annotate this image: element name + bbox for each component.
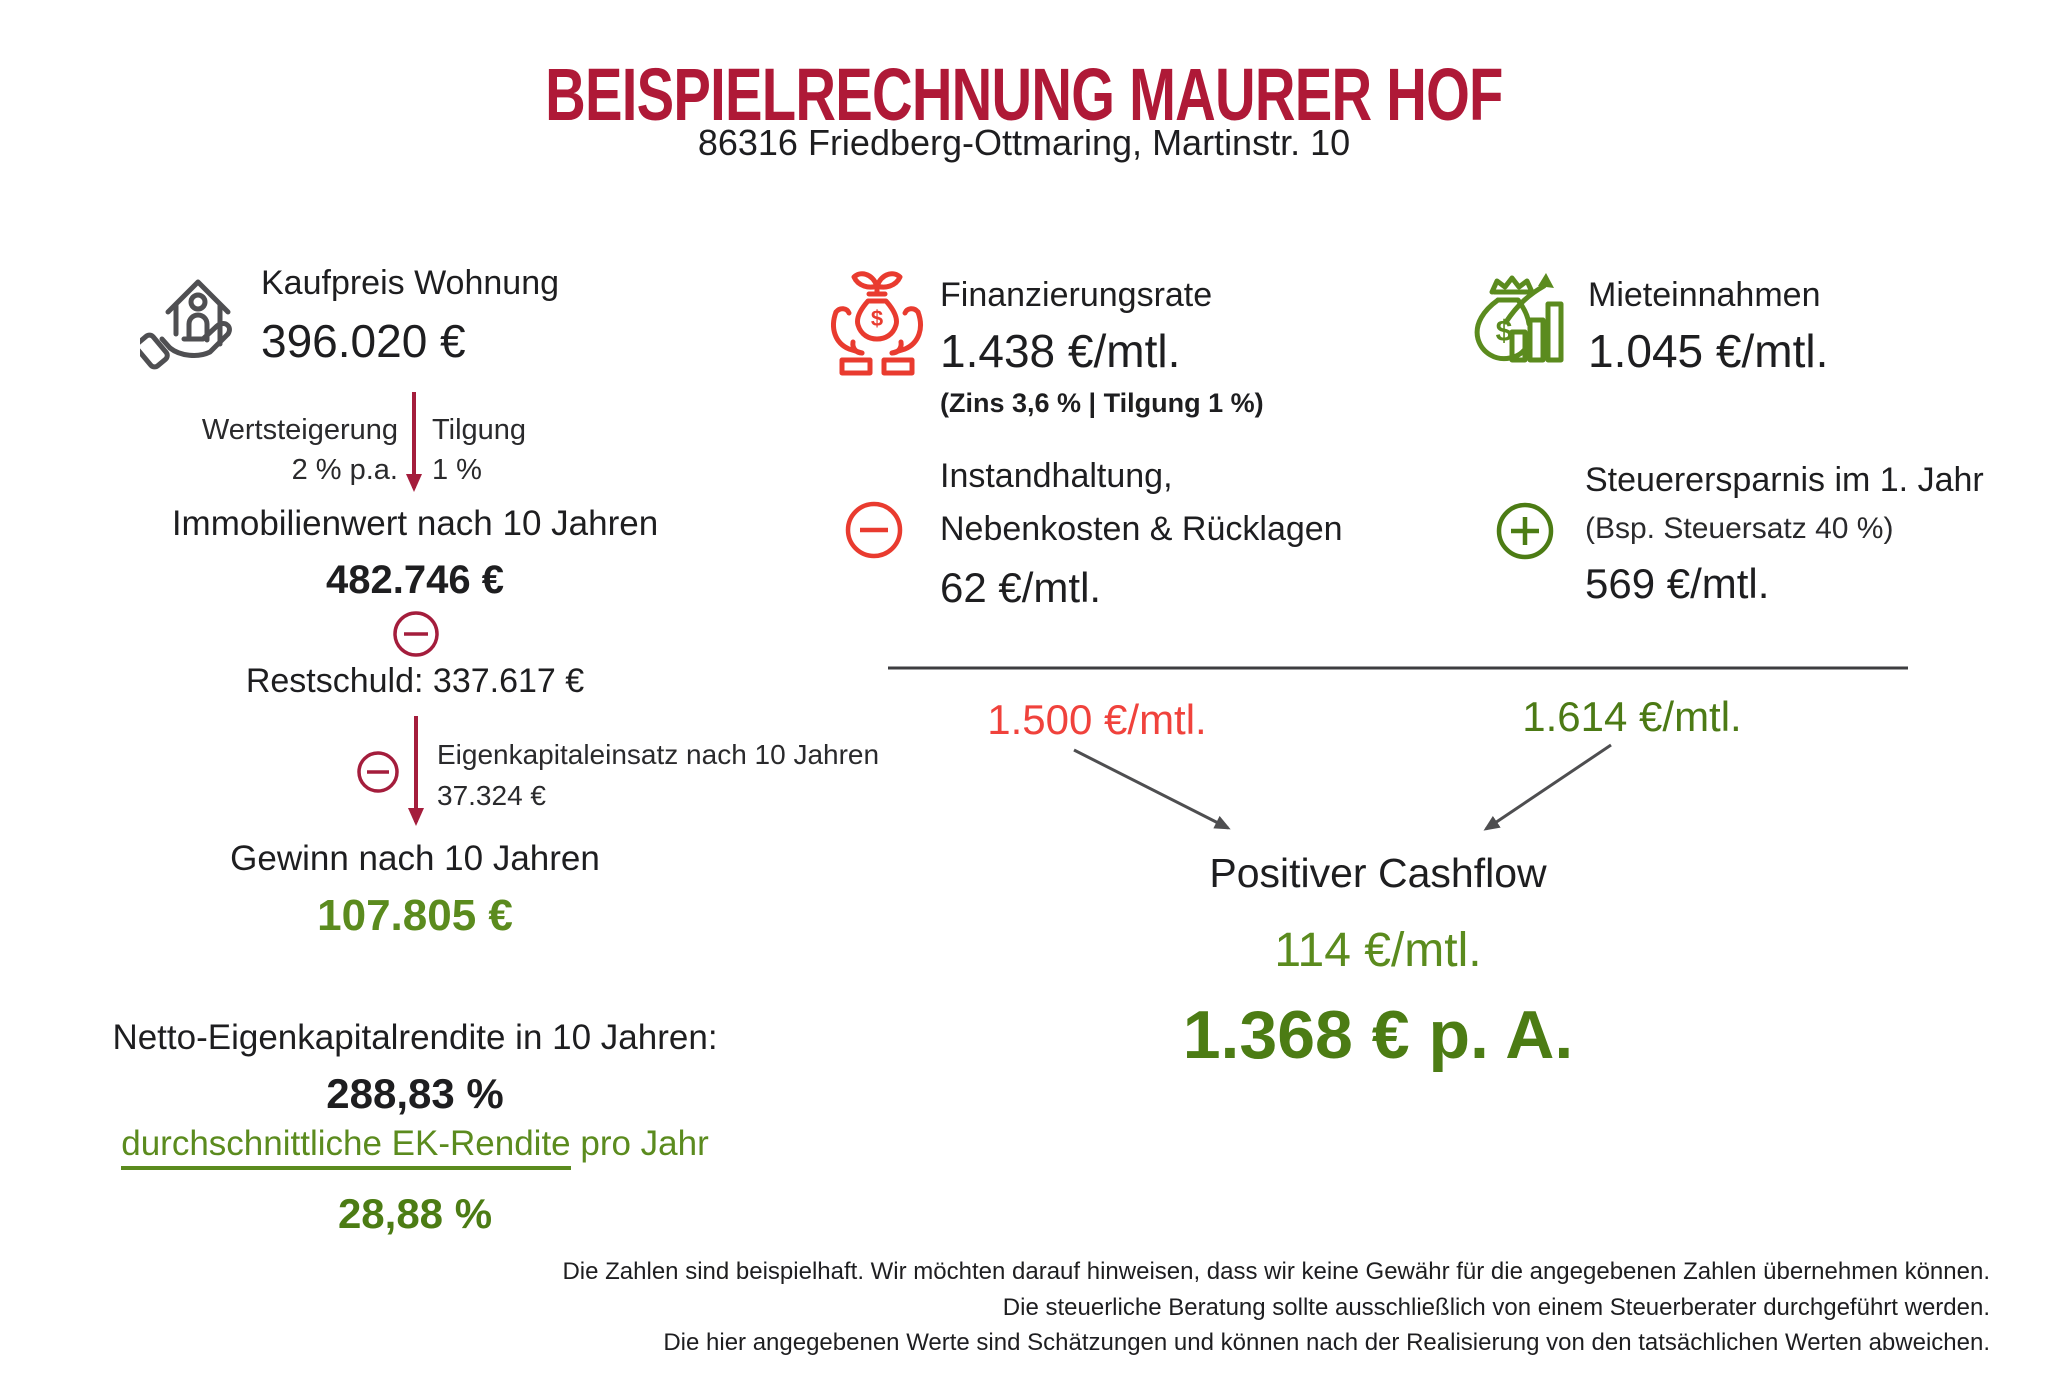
dollar-glyph: $: [1496, 315, 1513, 348]
cashflow-label: Positiver Cashflow: [1209, 850, 1547, 896]
appreciation-branch: Wertsteigerung 2 % p.a.: [202, 410, 398, 490]
avg-equity-return-underlined: durchschnittliche EK-Rendite: [121, 1124, 571, 1170]
maintenance-value: 62 €/mtl.: [940, 564, 1102, 611]
equity-block: Eigenkapitaleinsatz nach 10 Jahren 37.32…: [437, 734, 879, 816]
total-income-value: 1.614 €/mtl.: [1522, 693, 1742, 740]
purchase-price-label: Kaufpreis Wohnung: [261, 264, 560, 302]
page-subtitle: 86316 Friedberg-Ottmaring, Martinstr. 10: [697, 122, 1351, 163]
arrow-income-to-cashflow-icon: [1483, 743, 1612, 831]
tax-savings-label: Steuerersparnis im 1. Jahr: [1585, 461, 1984, 499]
disclaimer: Die Zahlen sind beispielhaft. Wir möchte…: [562, 1254, 1990, 1361]
disclaimer-line-1: Die Zahlen sind beispielhaft. Wir möchte…: [562, 1258, 1990, 1285]
page-title-text: BEISPIELRECHNUNG MAURER HOF: [545, 53, 1503, 136]
cashflow-monthly-value: 114 €/mtl.: [1274, 924, 1482, 977]
repayment-label: Tilgung: [432, 414, 527, 446]
profit-label: Gewinn nach 10 Jahren: [230, 839, 600, 878]
tax-savings-note: (Bsp. Steuersatz 40 %): [1585, 512, 1894, 545]
avg-equity-return-rest: pro Jahr: [570, 1124, 709, 1163]
minus-circle-value-icon: [393, 611, 439, 657]
financing-rate-note: (Zins 3,6 % | Tilgung 1 %): [940, 388, 1264, 418]
arrow-expenses-to-cashflow-icon: [1073, 748, 1231, 830]
net-equity-return-value: 288,83 %: [326, 1070, 504, 1117]
property-value-amount: 482.746 €: [326, 558, 504, 602]
avg-equity-return-label: durchschnittliche EK-Rendite pro Jahr: [35, 1124, 795, 1170]
money-bag-chart-icon: $: [1474, 273, 1564, 363]
money-bag-hands-icon: $: [831, 271, 923, 376]
minus-circle-equity-icon: [357, 751, 399, 793]
plus-circle-icon: [1496, 502, 1554, 560]
cashflow-yearly-value: 1.368 € p. A.: [1182, 997, 1574, 1073]
property-value-label: Immobilienwert nach 10 Jahren: [171, 504, 659, 543]
equity-value: 37.324 €: [437, 780, 546, 811]
financing-rate-value: 1.438 €/mtl.: [940, 325, 1181, 377]
maintenance-label-line2: Nebenkosten & Rücklagen: [940, 510, 1343, 548]
disclaimer-line-3: Die hier angegebenen Werte sind Schätzun…: [663, 1329, 1990, 1356]
repayment-value: 1 %: [432, 454, 482, 486]
rental-income-value: 1.045 €/mtl.: [1588, 325, 1829, 377]
house-in-hand-icon: [140, 279, 232, 370]
avg-equity-return-value: 28,88 %: [337, 1190, 493, 1237]
disclaimer-line-2: Die steuerliche Beratung sollte ausschli…: [1002, 1293, 1990, 1321]
page-title: BEISPIELRECHNUNG MAURER HOF: [0, 52, 2048, 137]
minus-circle-icon: [845, 501, 903, 559]
total-expenses-value: 1.500 €/mtl.: [987, 696, 1207, 743]
equity-label: Eigenkapitaleinsatz nach 10 Jahren: [437, 739, 880, 770]
purchase-price-value: 396.020 €: [261, 315, 466, 367]
appreciation-label: Wertsteigerung: [201, 414, 398, 446]
repayment-branch: Tilgung 1 %: [432, 410, 526, 490]
remaining-debt-label: Restschuld: 337.617 €: [245, 662, 585, 700]
dollar-glyph: $: [871, 306, 883, 331]
profit-value: 107.805 €: [317, 891, 513, 940]
maintenance-label-line1: Instandhaltung,: [940, 457, 1173, 495]
rental-income-label: Mieteinnahmen: [1588, 276, 1821, 314]
financing-rate-label: Finanzierungsrate: [940, 276, 1213, 314]
net-equity-return-label: Netto-Eigenkapitalrendite in 10 Jahren:: [112, 1018, 718, 1057]
appreciation-value: 2 % p.a.: [291, 454, 398, 486]
tax-savings-value: 569 €/mtl.: [1585, 560, 1770, 607]
